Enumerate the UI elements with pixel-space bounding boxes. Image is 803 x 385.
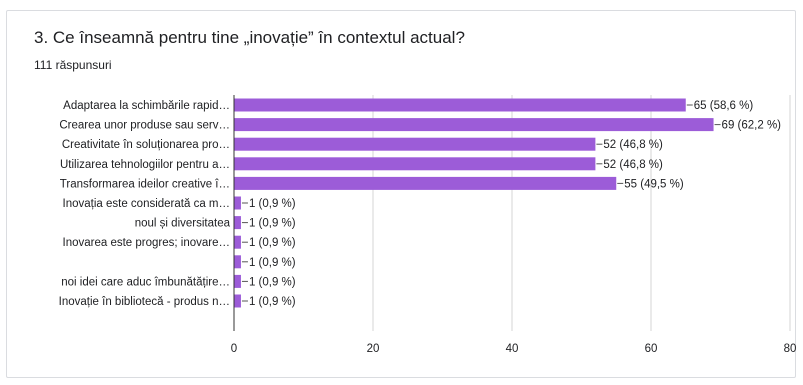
bar [234,118,714,132]
x-tick-label: 60 [645,343,658,355]
bar [234,235,241,249]
bar [234,196,241,210]
data-label: 1 (0,9 %) [249,218,296,230]
question-card [6,10,796,378]
data-label: 65 (58,6 %) [694,100,754,112]
bar [234,98,686,112]
category-label: Inovația este considerată ca m… [63,198,230,210]
bar [234,294,241,308]
bar [234,176,617,190]
x-tick-label: 20 [367,343,380,355]
category-label: Crearea unor produse sau serv… [59,120,230,132]
data-label: 1 (0,9 %) [249,237,296,249]
category-label: Inovație în bibliotecă - produs n… [59,296,230,308]
data-label: 1 (0,9 %) [249,296,296,308]
category-label: Utilizarea tehnologiilor pentru a… [60,159,230,171]
category-label: Inovarea este progres; inovare… [63,237,230,249]
bar [234,157,596,171]
data-label: 69 (62,2 %) [722,120,782,132]
data-label: 55 (49,5 %) [624,178,684,190]
x-tick-label: 0 [231,343,237,355]
x-tick-label: 80 [784,343,797,355]
category-label: Creativitate în soluționarea pro… [62,139,230,151]
category-label: noul și diversitatea [135,218,231,230]
question-title: 3. Ce înseamnă pentru tine „inovație” în… [34,28,465,47]
data-label: 1 (0,9 %) [249,198,296,210]
bar [234,274,241,288]
category-label: Transformarea ideilor creative î… [60,178,230,190]
category-label: Adaptarea la schimbările rapid… [63,100,230,112]
data-label: 1 (0,9 %) [249,276,296,288]
data-label: 52 (46,8 %) [603,139,663,151]
bar [234,137,596,151]
data-label: 52 (46,8 %) [603,159,663,171]
response-count: 111 răspunsuri [34,58,112,72]
category-label: noi idei care aduc îmbunătățire… [61,276,230,288]
data-label: 1 (0,9 %) [249,257,296,269]
bar [234,255,241,269]
bar [234,216,241,230]
x-tick-label: 40 [506,343,519,355]
